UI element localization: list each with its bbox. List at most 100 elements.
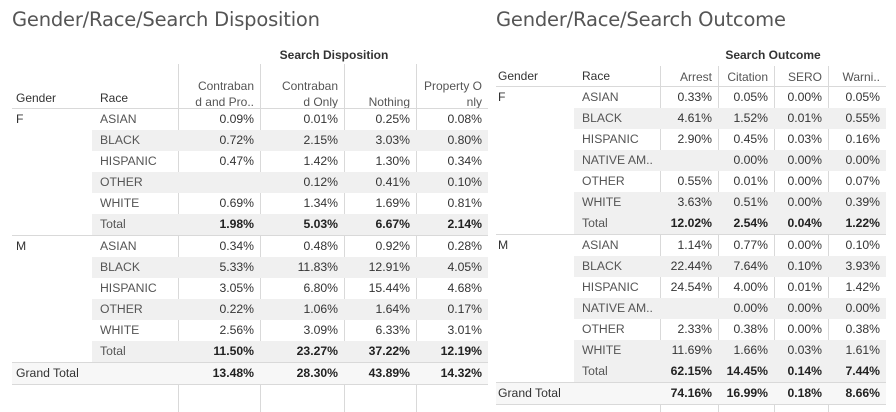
column-header: Property Only — [423, 79, 482, 109]
table-cell: 0.17% — [447, 302, 482, 316]
table-cell: 1.66% — [733, 343, 768, 357]
table-cell: 0.16% — [845, 132, 880, 146]
grand-total-cell: 14.32% — [440, 366, 482, 380]
table-cell: 0.05% — [733, 90, 768, 104]
table-cell: 1.42% — [845, 280, 880, 294]
column-divider — [828, 66, 829, 412]
table-cell: 22.44% — [670, 259, 712, 273]
row-band — [92, 257, 178, 278]
column-divider — [718, 66, 719, 412]
table-cell: 0.00% — [787, 301, 822, 315]
column-group-header: Search Outcome — [725, 48, 821, 62]
table-cell — [178, 172, 254, 193]
row-band — [574, 298, 660, 319]
row-band — [574, 108, 660, 129]
table-cell: 0.55% — [677, 174, 712, 188]
race-label: HISPANIC — [582, 280, 639, 294]
table-cell: 0.00% — [733, 153, 768, 167]
table-cell: 0.09% — [219, 112, 254, 126]
total-cell: 37.22% — [368, 344, 410, 358]
race-label: NATIVE AM.. — [582, 301, 653, 315]
gender-column-header: Gender — [16, 91, 57, 105]
total-cell: 1.98% — [219, 217, 254, 231]
table-cell: 0.10% — [447, 175, 482, 189]
table-cell: 0.00% — [733, 301, 768, 315]
table-cell: 0.38% — [845, 322, 880, 336]
grand-total-divider — [496, 404, 886, 405]
total-label: Total — [100, 344, 126, 358]
table-cell: 0.45% — [733, 132, 768, 146]
table-cell: 1.69% — [375, 196, 410, 210]
gender-label: F — [498, 90, 506, 104]
table-cell: 1.42% — [303, 154, 338, 168]
search-outcome-panel: Gender/Race/Search Outcome Search Outcom… — [496, 0, 886, 412]
grand-total-cell: 74.16% — [670, 386, 712, 400]
grand-total-band — [496, 383, 886, 404]
row-band — [178, 130, 488, 151]
table-cell: 0.48% — [303, 239, 338, 253]
grand-total-cell: 0.18% — [787, 386, 822, 400]
row-band — [660, 108, 886, 129]
column-header: Citation — [727, 70, 768, 84]
total-row-band — [92, 214, 488, 235]
table-cell: 0.55% — [845, 111, 880, 125]
race-label: ASIAN — [582, 238, 619, 252]
table-cell: 1.61% — [845, 343, 880, 357]
table-cell: 0.01% — [733, 174, 768, 188]
table-cell: 3.05% — [219, 281, 254, 295]
table-cell: 3.93% — [845, 259, 880, 273]
row-band — [178, 257, 488, 278]
table-cell: 0.10% — [787, 259, 822, 273]
table-cell: 0.38% — [733, 322, 768, 336]
column-header: Warni.. — [842, 70, 880, 84]
grand-total-label: Grand Total — [498, 386, 561, 400]
row-band — [660, 298, 886, 319]
table-cell — [660, 298, 712, 319]
table-cell: 0.25% — [375, 112, 410, 126]
race-label: BLACK — [100, 133, 140, 147]
table-cell: 0.22% — [219, 302, 254, 316]
table-cell: 0.34% — [219, 239, 254, 253]
row-band — [92, 299, 178, 320]
grand-total-label: Grand Total — [16, 366, 79, 380]
row-band — [92, 172, 178, 193]
total-cell: 5.03% — [303, 217, 338, 231]
column-divider — [660, 66, 661, 412]
race-label: WHITE — [582, 343, 622, 357]
total-label: Total — [582, 216, 608, 230]
total-row-band — [574, 213, 886, 234]
table-cell: 0.41% — [375, 175, 410, 189]
row-band — [178, 172, 488, 193]
total-cell: 0.14% — [787, 364, 822, 378]
race-label: HISPANIC — [582, 132, 639, 146]
race-label: WHITE — [100, 196, 140, 210]
table-cell: 1.06% — [303, 302, 338, 316]
table-cell: 5.33% — [219, 260, 254, 274]
table-cell: 0.01% — [787, 280, 822, 294]
total-cell: 12.02% — [670, 216, 712, 230]
race-label: OTHER — [100, 302, 143, 316]
table-cell: 24.54% — [670, 280, 712, 294]
column-divider — [344, 64, 345, 412]
grand-total-divider — [12, 384, 488, 385]
grand-total-cell: 8.66% — [845, 386, 880, 400]
grand-total-cell: 43.89% — [368, 366, 410, 380]
table-cell: 0.01% — [303, 112, 338, 126]
table-cell: 0.00% — [787, 238, 822, 252]
table-cell: 2.33% — [677, 322, 712, 336]
total-cell: 0.04% — [787, 216, 822, 230]
total-row-band — [574, 361, 886, 382]
table-cell: 0.39% — [845, 195, 880, 209]
table-cell: 0.10% — [845, 238, 880, 252]
total-cell: 2.14% — [447, 217, 482, 231]
table-cell: 3.01% — [447, 323, 482, 337]
race-label: WHITE — [100, 323, 140, 337]
total-label: Total — [100, 217, 126, 231]
table-cell: 0.01% — [787, 111, 822, 125]
table-cell: 4.00% — [733, 280, 768, 294]
table-cell: 1.52% — [733, 111, 768, 125]
table-cell: 0.00% — [787, 153, 822, 167]
group-divider — [496, 382, 886, 383]
group-divider — [12, 235, 488, 236]
row-band — [92, 130, 178, 151]
